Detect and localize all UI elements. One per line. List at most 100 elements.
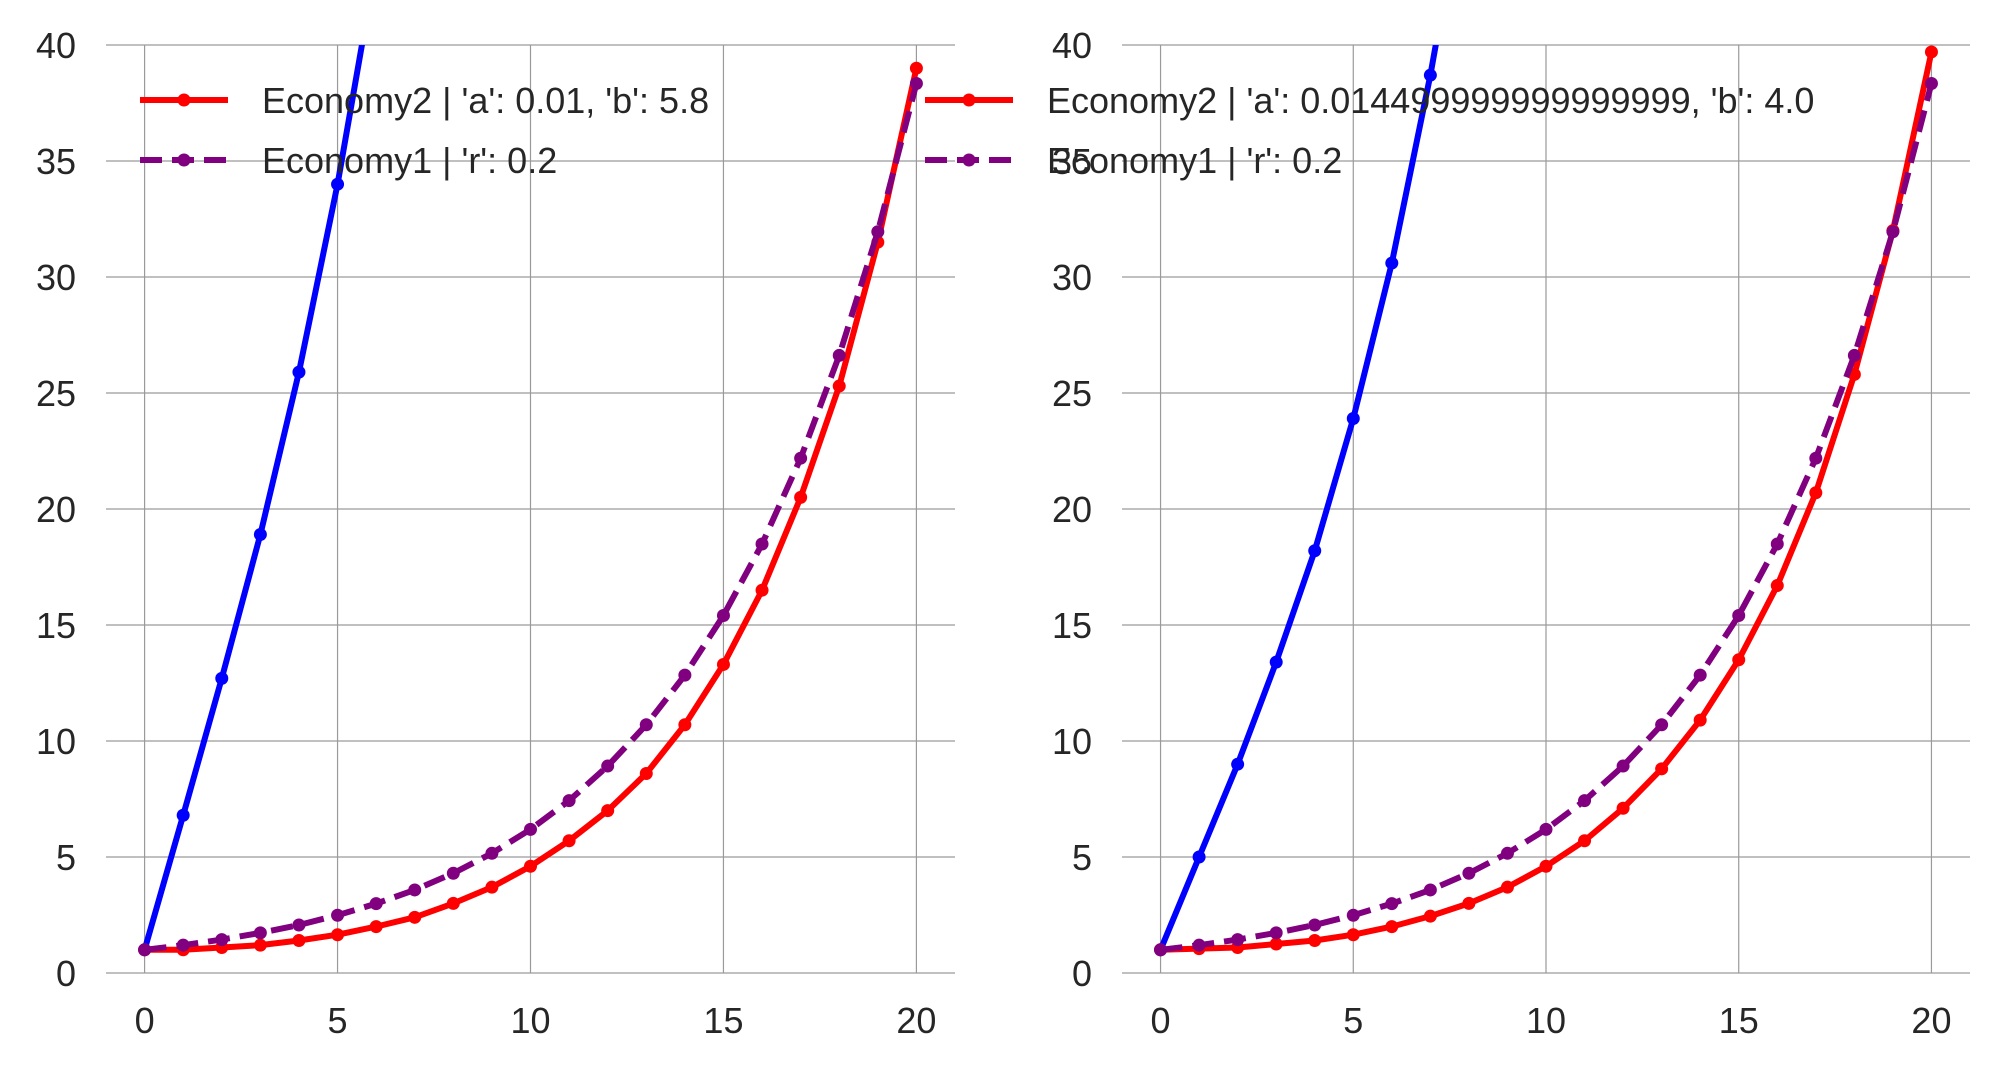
data-point: [408, 883, 422, 897]
data-point: [1578, 834, 1592, 848]
data-point: [1462, 866, 1476, 880]
data-point: [485, 880, 499, 894]
data-point: [639, 766, 653, 780]
data-point: [524, 859, 537, 873]
data-point: [1423, 909, 1437, 923]
data-point: [1539, 859, 1553, 873]
data-point: [369, 897, 383, 911]
data-point: [1770, 537, 1784, 551]
data-point: [716, 608, 730, 622]
legend: Economy2 | 'a': 0.01, 'b': 5.8 Economy1 |…: [140, 80, 709, 181]
legend-label: Economy2 | 'a': 0.014499999999999999, 'b…: [1047, 80, 1814, 121]
x-tick-label: 0: [135, 1000, 155, 1041]
data-point: [408, 910, 422, 924]
data-point: [1655, 762, 1669, 776]
data-point: [331, 908, 345, 922]
legend-label: Economy1 | 'r': 0.2: [1047, 140, 1342, 181]
data-point: [1308, 918, 1322, 932]
data-point: [253, 938, 267, 952]
data-point: [292, 934, 306, 948]
legend: Economy2 | 'a': 0.014499999999999999, 'b…: [925, 80, 1814, 181]
y-tick-label: 30: [1052, 257, 1092, 298]
data-point: [1308, 934, 1322, 948]
data-point: [1924, 45, 1938, 59]
x-tick-label: 10: [510, 1000, 550, 1041]
data-point: [1346, 928, 1360, 942]
data-point: [1423, 68, 1437, 82]
data-point: [1462, 896, 1476, 910]
data-point: [909, 61, 923, 75]
data-point: [1655, 718, 1669, 732]
data-point: [1385, 256, 1399, 270]
data-point: [1231, 933, 1245, 947]
y-tick-label: 0: [56, 953, 76, 994]
x-tick-label: 20: [896, 1000, 936, 1041]
data-point: [1192, 850, 1206, 864]
y-tick-label: 30: [36, 257, 76, 298]
data-point: [176, 938, 190, 952]
data-point: [1616, 759, 1630, 773]
x-tick-label: 20: [1911, 1000, 1951, 1041]
data-point: [253, 528, 267, 542]
data-point: [794, 490, 808, 504]
data-point: [601, 804, 615, 818]
y-tick-label: 15: [1052, 605, 1092, 646]
legend-label: Economy1 | 'r': 0.2: [262, 140, 557, 181]
data-point: [176, 808, 190, 822]
series-line-2: [1160, 82, 1935, 953]
legend-swatch-marker: [177, 153, 191, 167]
data-point: [292, 365, 306, 379]
data-point: [1732, 653, 1746, 667]
x-tick-label: 0: [1151, 1000, 1171, 1041]
data-point: [1732, 608, 1746, 622]
data-point: [1500, 846, 1514, 860]
data-point: [1192, 938, 1206, 952]
data-point: [1423, 883, 1437, 897]
data-point: [215, 933, 229, 947]
data-point: [716, 657, 730, 671]
data-point: [1231, 757, 1245, 771]
data-point: [1924, 77, 1938, 91]
y-tick-label: 40: [1052, 25, 1092, 66]
data-point: [369, 920, 383, 934]
data-point: [331, 928, 345, 942]
y-tick-label: 10: [1052, 721, 1092, 762]
data-point: [215, 671, 229, 685]
data-point: [292, 918, 306, 932]
left-chart-panel: 0 5 10 15 20 25 30 35 40 0 5 10 15 20 Economy2 | 'a': …: [36, 25, 955, 1041]
data-point: [1154, 943, 1168, 957]
y-tick-label: 25: [36, 373, 76, 414]
data-point: [1346, 412, 1360, 426]
x-tick-label: 5: [328, 1000, 348, 1041]
data-point: [832, 348, 846, 362]
x-tick-label: 15: [1719, 1000, 1759, 1041]
y-tick-label: 10: [36, 721, 76, 762]
legend-swatch-marker: [962, 153, 976, 167]
data-point: [678, 668, 692, 682]
data-point: [755, 583, 769, 597]
data-point: [794, 451, 808, 465]
data-point: [1578, 794, 1592, 808]
data-point: [1616, 801, 1630, 815]
data-point: [909, 77, 923, 91]
data-point: [1308, 544, 1322, 558]
data-point: [639, 718, 653, 732]
y-tick-label: 20: [36, 489, 76, 530]
data-point: [1770, 579, 1784, 593]
data-point: [1500, 880, 1514, 894]
data-point: [446, 896, 460, 910]
data-point: [331, 177, 345, 191]
data-point: [755, 537, 769, 551]
right-chart-panel: 0 5 10 15 20 25 30 35 40 0 5 10 15 20 Economy2 | 'a': …: [925, 25, 1970, 1041]
data-point: [253, 926, 267, 940]
data-point: [1693, 713, 1707, 727]
data-point: [1539, 822, 1553, 836]
y-tick-label: 15: [36, 605, 76, 646]
series-group: [1154, 45, 1938, 957]
y-tick-label: 25: [1052, 373, 1092, 414]
series-line-2: [144, 82, 920, 953]
series-group: [138, 45, 923, 957]
data-point: [1693, 668, 1707, 682]
data-point: [485, 846, 499, 860]
